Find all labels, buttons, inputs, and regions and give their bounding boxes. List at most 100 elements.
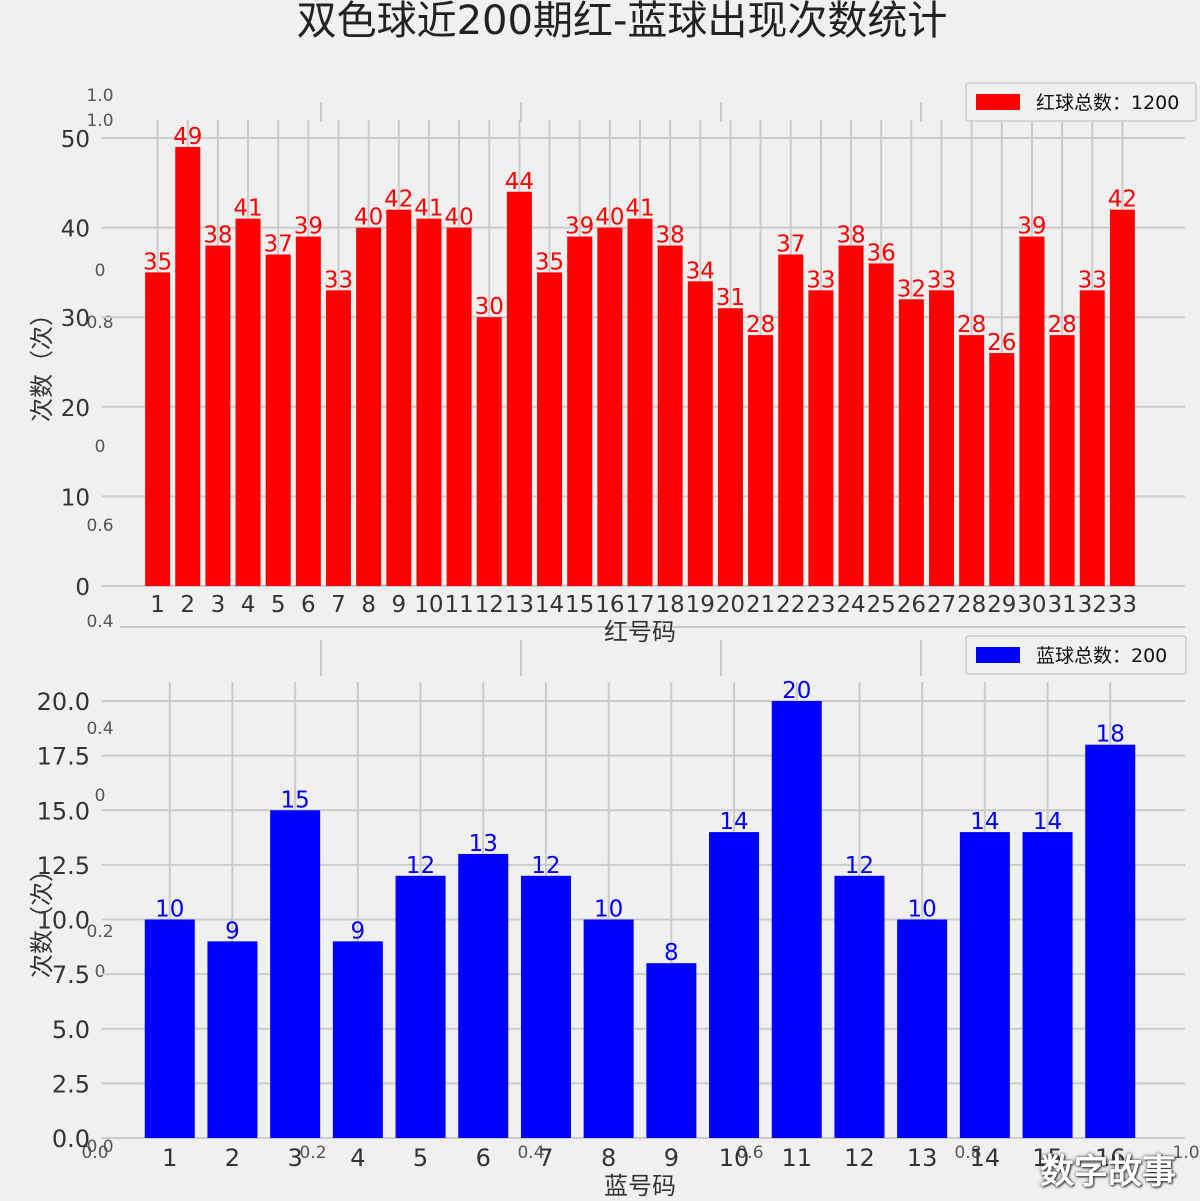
x-tick-label: 25 (867, 592, 896, 618)
bar (838, 245, 864, 586)
bar (356, 227, 382, 586)
y-tick-label: 5.0 (52, 1016, 90, 1044)
bar-value-label: 33 (1078, 267, 1107, 293)
bar-value-label: 40 (444, 205, 473, 231)
x-tick-label: 11 (781, 1144, 812, 1172)
x-tick-label: 3 (288, 1144, 303, 1172)
x-tick-label: 20 (716, 592, 745, 618)
bar (778, 254, 804, 587)
bar-value-label: 28 (1047, 312, 1076, 338)
y-tick-label: 0 (75, 575, 90, 601)
bar-value-label: 10 (155, 897, 184, 923)
x-tick-label: 32 (1078, 592, 1107, 618)
legend-swatch (976, 647, 1020, 663)
bar-value-label: 38 (203, 223, 232, 249)
bar (205, 245, 231, 586)
ghost-tick-label: 0.0 (86, 1137, 113, 1157)
bar-value-label: 41 (414, 196, 443, 222)
bar-value-label: 33 (806, 267, 835, 293)
bar-value-label: 13 (469, 831, 498, 857)
bar (597, 227, 623, 586)
y-axis-label: 次数（次） (28, 302, 56, 422)
x-tick-label: 5 (413, 1144, 428, 1172)
bar-value-label: 37 (776, 231, 805, 257)
bar (929, 290, 954, 586)
y-tick-label: 15.0 (37, 797, 90, 825)
x-tick-label: 17 (625, 592, 654, 618)
bar-value-label: 14 (719, 809, 748, 835)
x-tick-label: 14 (535, 592, 564, 618)
bar-value-label: 9 (225, 918, 240, 944)
ghost-tick-label: 0 (95, 437, 106, 457)
ghost-tick-label: 0 (95, 786, 106, 806)
bar-value-label: 35 (535, 249, 564, 275)
bar (270, 810, 321, 1138)
bar (989, 353, 1015, 586)
bar-value-label: 39 (294, 214, 323, 240)
x-tick-label: 21 (746, 592, 775, 618)
chart-title: 双色球近200期红-蓝球出现次数统计 (297, 0, 948, 44)
red-ball-panel: 0102030405035149238341437539633740842941… (28, 82, 1197, 646)
y-tick-label: 20 (61, 396, 90, 422)
bar (1109, 209, 1135, 586)
bar (295, 236, 321, 586)
bar (1019, 236, 1045, 586)
bar (627, 218, 653, 586)
bar-value-label: 41 (625, 196, 654, 222)
bar-value-label: 30 (475, 294, 504, 320)
x-tick-label: 29 (987, 592, 1016, 618)
y-tick-label: 10.0 (37, 907, 90, 935)
bar (506, 191, 532, 586)
bar-value-label: 31 (716, 285, 745, 311)
x-tick-label: 8 (601, 1144, 616, 1172)
bar-value-label: 40 (595, 205, 624, 231)
x-tick-label: 10 (719, 1144, 750, 1172)
y-axis-label: 次数（次） (28, 858, 56, 978)
bar-value-label: 32 (897, 276, 926, 302)
x-tick-label: 12 (844, 1144, 875, 1172)
bar (446, 227, 472, 586)
bar-value-label: 44 (505, 169, 534, 195)
x-tick-label: 10 (414, 592, 443, 618)
bar-value-label: 42 (1108, 187, 1137, 213)
bar-value-label: 9 (351, 918, 366, 944)
x-tick-label: 12 (475, 592, 504, 618)
x-tick-label: 13 (907, 1144, 938, 1172)
ghost-tick-label: 1.0 (86, 86, 113, 106)
bar (395, 875, 446, 1138)
x-tick-label: 9 (664, 1144, 679, 1172)
bar (476, 317, 502, 586)
bar-value-label: 12 (531, 853, 560, 879)
x-tick-label: 22 (776, 592, 805, 618)
bar-value-label: 10 (594, 897, 623, 923)
bar (416, 218, 442, 586)
x-tick-label: 4 (241, 592, 256, 618)
bar (583, 919, 634, 1138)
bar (520, 875, 571, 1138)
y-tick-label: 7.5 (52, 961, 90, 989)
bar-value-label: 12 (845, 853, 874, 879)
x-tick-label: 3 (211, 592, 226, 618)
bar (332, 941, 383, 1138)
y-tick-label: 0.0 (52, 1125, 90, 1153)
ghost-tick-label: 0.4 (517, 1143, 544, 1163)
bar (646, 963, 697, 1138)
x-tick-label: 7 (538, 1144, 553, 1172)
bar (959, 335, 985, 586)
ghost-tick-label: 1.0 (86, 111, 113, 131)
bar-value-label: 38 (836, 223, 865, 249)
bar-value-label: 18 (1096, 722, 1125, 748)
x-tick-label: 6 (301, 592, 316, 618)
ghost-tick-label: 0.4 (86, 612, 113, 632)
bar (265, 254, 291, 587)
ghost-tick-label: 0.4 (86, 719, 113, 739)
y-tick-label: 12.5 (37, 852, 90, 880)
ghost-tick-label: 0 (95, 962, 106, 982)
legend: 蓝球总数：200 (965, 635, 1187, 675)
x-axis-label: 红号码 (604, 618, 676, 646)
ghost-tick-label: 0.8 (86, 313, 113, 333)
x-tick-label: 16 (595, 592, 624, 618)
bar-value-label: 12 (406, 853, 435, 879)
x-tick-label: 7 (331, 592, 346, 618)
bar (771, 701, 822, 1138)
